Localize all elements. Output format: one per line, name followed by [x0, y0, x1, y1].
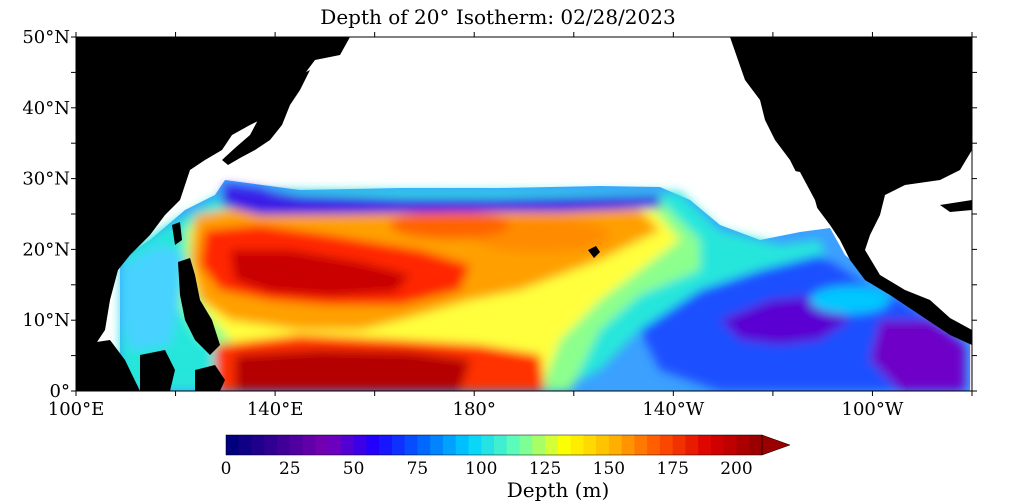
colorbar-swatch: [239, 435, 252, 455]
longitude-label: 140°W: [642, 399, 704, 420]
colorbar-tick-label: 75: [407, 459, 429, 479]
longitude-label: 180°: [453, 399, 496, 420]
colorbar-swatch: [264, 435, 277, 455]
colorbar-title: Depth (m): [507, 478, 610, 502]
colorbar-swatch: [583, 435, 596, 455]
colorbar-tick-label: 0: [221, 459, 232, 479]
colorbar-swatch: [405, 435, 418, 455]
colorbar-tick-label: 150: [593, 459, 625, 479]
colorbar-swatch: [520, 435, 533, 455]
colorbar-swatch: [226, 435, 239, 455]
colorbar-swatch: [698, 435, 711, 455]
latitude-labels: 50°N40°N30°N20°N10°N0°: [22, 27, 70, 402]
colorbar-swatch: [634, 435, 647, 455]
depth-region-darkred-equator: [235, 350, 470, 391]
colorbar-swatch: [354, 435, 367, 455]
map-panel: [76, 37, 972, 391]
colorbar-swatch: [303, 435, 316, 455]
colorbar: [226, 435, 790, 455]
colorbar-swatch: [736, 435, 749, 455]
latitude-label: 20°N: [22, 239, 70, 260]
colorbar-tick-label: 175: [656, 459, 688, 479]
colorbar-swatch: [290, 435, 303, 455]
colorbar-swatch: [622, 435, 635, 455]
colorbar-tick-label: 25: [279, 459, 301, 479]
colorbar-swatch: [609, 435, 622, 455]
colorbar-swatch: [673, 435, 686, 455]
colorbar-swatch: [481, 435, 494, 455]
colorbar-swatch: [571, 435, 584, 455]
longitude-label: 140°E: [247, 399, 304, 420]
colorbar-tick-label: 125: [529, 459, 561, 479]
colorbar-swatch: [277, 435, 290, 455]
colorbar-swatch: [456, 435, 469, 455]
colorbar-swatch: [468, 435, 481, 455]
colorbar-swatch: [379, 435, 392, 455]
latitude-label: 30°N: [22, 169, 70, 190]
map-title: Depth of 20° Isotherm: 02/28/2023: [320, 5, 675, 29]
colorbar-swatch: [711, 435, 724, 455]
latitude-label: 40°N: [22, 98, 70, 119]
colorbar-swatch: [724, 435, 737, 455]
colorbar-overflow-arrow: [762, 435, 790, 455]
isotherm-map-figure: Depth of 20° Isotherm: 02/28/2023: [0, 0, 1009, 504]
colorbar-swatch: [596, 435, 609, 455]
colorbar-tick-label: 200: [720, 459, 752, 479]
colorbar-swatch: [545, 435, 558, 455]
depth-patch-cyan-east: [810, 286, 890, 314]
colorbar-swatch: [417, 435, 430, 455]
colorbar-swatch: [252, 435, 265, 455]
colorbar-tick-labels: 0 25 50 75 100 125 150 175 200: [221, 459, 753, 479]
colorbar-swatch: [685, 435, 698, 455]
colorbar-swatch: [647, 435, 660, 455]
colorbar-swatch: [660, 435, 673, 455]
colorbar-tick-label: 100: [465, 459, 497, 479]
longitude-label: 100°E: [48, 399, 105, 420]
colorbar-swatch: [366, 435, 379, 455]
longitude-labels: 100°E 140°E 180° 140°W 100°W: [48, 399, 904, 420]
colorbar-swatch: [507, 435, 520, 455]
colorbar-swatch: [494, 435, 507, 455]
longitude-label: 100°W: [842, 399, 904, 420]
colorbar-swatch: [558, 435, 571, 455]
colorbar-swatch: [749, 435, 762, 455]
colorbar-swatch: [430, 435, 443, 455]
latitude-label: 50°N: [22, 27, 70, 48]
colorbar-tick-label: 50: [343, 459, 365, 479]
colorbar-swatch: [443, 435, 456, 455]
colorbar-swatch: [341, 435, 354, 455]
colorbar-swatch: [328, 435, 341, 455]
depth-patch-orange-b: [390, 211, 510, 239]
colorbar-swatch: [392, 435, 405, 455]
colorbar-swatch: [532, 435, 545, 455]
latitude-label: 10°N: [22, 310, 70, 331]
colorbar-swatch: [315, 435, 328, 455]
